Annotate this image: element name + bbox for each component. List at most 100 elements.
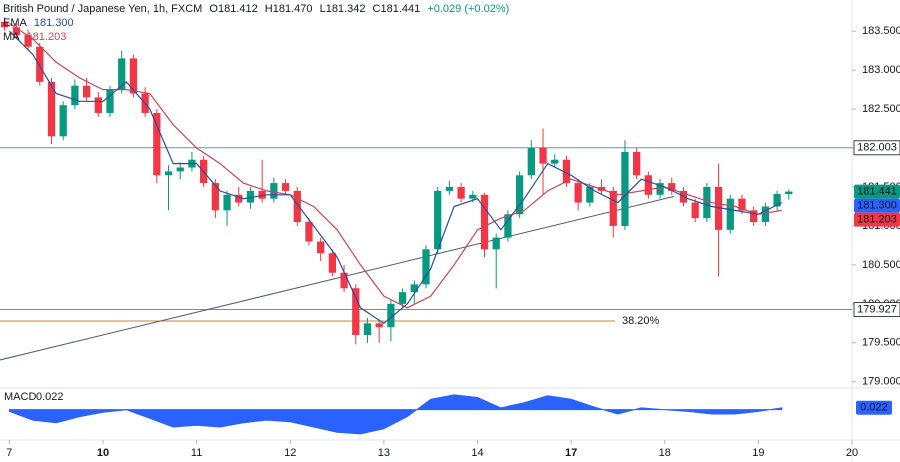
- candle-body: [750, 210, 758, 223]
- candle-body: [492, 237, 500, 250]
- y-tick-label: 180.500: [862, 259, 900, 271]
- level-tag-bg: [853, 302, 900, 317]
- candle-body: [644, 175, 652, 195]
- x-tick-label: 11: [191, 447, 202, 459]
- macd-value: 0.022: [36, 391, 64, 403]
- ohlc-low: L181.342: [319, 3, 366, 15]
- candle-body: [47, 81, 56, 137]
- candle-body: [703, 186, 711, 219]
- candle-body: [211, 183, 219, 211]
- macd-area: [8, 394, 783, 435]
- symbol-title: British Pound / Japanese Yen, 1h, FXCM: [3, 3, 203, 15]
- ema-line: [8, 30, 783, 325]
- price-tag-bg: [854, 184, 900, 199]
- ema-value: 181.300: [33, 17, 74, 29]
- candle-body: [24, 35, 32, 47]
- candle-body: [422, 249, 430, 285]
- y-tick-label: 179.000: [862, 376, 900, 388]
- candle-body: [785, 191, 793, 194]
- macd-tag: 0.022: [860, 402, 888, 414]
- candle-body: [621, 151, 629, 226]
- candle-body: [691, 202, 699, 219]
- candle-body: [118, 58, 126, 90]
- candle-body: [340, 272, 348, 289]
- x-tick-label: 10: [97, 447, 109, 459]
- header: British Pound / Japanese Yen, 1h, FXCM O…: [3, 2, 513, 44]
- candle-body: [633, 151, 641, 176]
- candle-body: [153, 112, 161, 176]
- ma-legend: MA 181.203: [3, 30, 513, 44]
- candle-body: [773, 194, 781, 207]
- ema-name: EMA: [3, 17, 27, 29]
- candle-body: [375, 323, 383, 328]
- candle-body: [293, 190, 301, 223]
- ma-name: MA: [3, 31, 20, 43]
- x-tick-label: 20: [846, 447, 858, 459]
- macd-name: MACD: [4, 391, 36, 403]
- candle-body: [434, 190, 442, 250]
- candle-body: [352, 288, 360, 336]
- ma-line: [9, 22, 782, 309]
- price-tag-bg: [854, 212, 900, 227]
- candle-body: [82, 85, 91, 98]
- candle-body: [36, 46, 44, 82]
- x-tick-label: 14: [471, 447, 483, 459]
- candle-body: [387, 303, 395, 328]
- price-tag: 181.441: [857, 185, 897, 197]
- candle-body: [398, 292, 407, 304]
- candle-body: [129, 58, 138, 94]
- ohlc-close: C181.441: [372, 3, 421, 15]
- candle-body: [305, 222, 313, 242]
- level-tag-bg: [853, 140, 900, 156]
- candle-body: [656, 183, 664, 195]
- candle-body: [223, 194, 231, 211]
- candle-body: [539, 148, 547, 164]
- candle-body: [586, 186, 594, 203]
- candle-body: [281, 183, 290, 191]
- y-tick-label: 183.500: [862, 25, 900, 37]
- candle-body: [410, 284, 418, 293]
- ma-value: 181.203: [26, 31, 67, 43]
- candle-body: [270, 183, 278, 199]
- price-tag: 181.203: [857, 213, 897, 225]
- candle-body: [176, 167, 184, 172]
- x-tick-label: 18: [659, 447, 671, 459]
- ohlc-change: +0.029 (+0.02%): [427, 3, 510, 15]
- ema-legend: EMA 181.300: [3, 16, 513, 30]
- candle-body: [94, 97, 102, 113]
- candle-body: [527, 148, 535, 176]
- ohlc-high: H181.470: [264, 3, 313, 15]
- level-tag: 182.003: [857, 142, 897, 154]
- price-tag: 181.300: [857, 199, 897, 211]
- candle-body: [1, 21, 9, 28]
- candle-body: [504, 214, 512, 238]
- fib-label: 38.20%: [622, 315, 660, 327]
- candle-body: [551, 159, 559, 164]
- candle-body: [258, 190, 266, 199]
- y-tick-label: 179.500: [862, 337, 900, 349]
- candle-body: [515, 175, 524, 215]
- y-tick-label: 183.000: [862, 64, 900, 76]
- candle-body: [317, 241, 325, 254]
- candle-body: [574, 183, 582, 203]
- candle-body: [726, 198, 734, 230]
- macd-tag-bg: [856, 400, 892, 415]
- candle-body: [106, 89, 114, 113]
- candle-body: [457, 186, 465, 199]
- candle-body: [761, 206, 770, 223]
- candle-body: [12, 27, 21, 36]
- x-tick-label: 17: [565, 447, 577, 459]
- ohlc-open: O181.412: [209, 3, 258, 15]
- trendline: [0, 195, 675, 361]
- candle-body: [738, 198, 746, 211]
- candle-body: [328, 253, 337, 273]
- x-tick-label: 12: [284, 447, 296, 459]
- candle-body: [714, 186, 723, 230]
- title-row: British Pound / Japanese Yen, 1h, FXCM O…: [3, 2, 513, 16]
- x-tick-label: 19: [752, 447, 764, 459]
- candle-body: [71, 85, 79, 106]
- candle-body: [668, 183, 676, 191]
- y-tick-label: 182.500: [862, 103, 900, 115]
- candle-body: [363, 323, 372, 336]
